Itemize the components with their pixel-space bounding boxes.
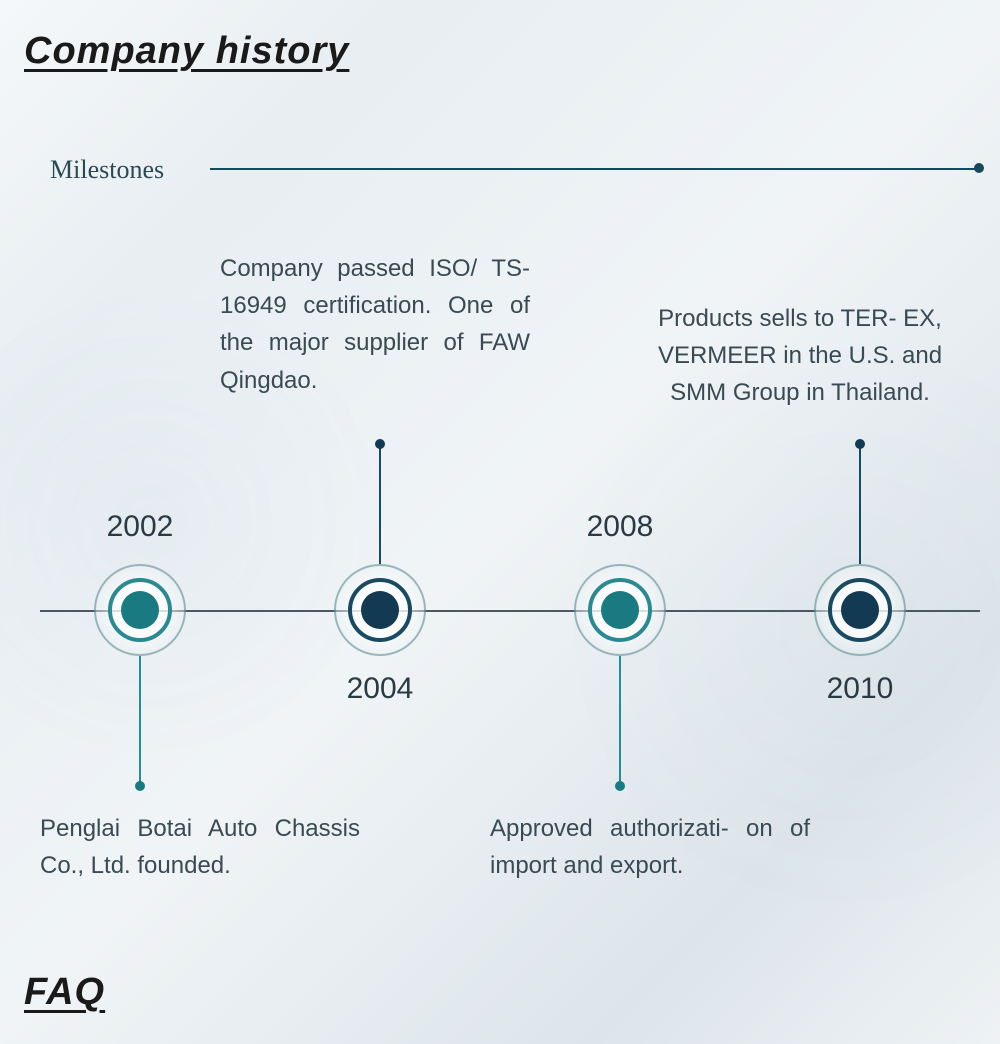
node-ring-outer <box>574 564 666 656</box>
timeline-node-2010 <box>814 564 906 656</box>
timeline-desc-2004: Company passed ISO/ TS-16949 certificati… <box>220 250 530 399</box>
timeline-node-2008 <box>574 564 666 656</box>
timeline-node-2004 <box>334 564 426 656</box>
milestones-line <box>210 168 980 170</box>
timeline-year-2002: 2002 <box>107 510 174 544</box>
timeline-year-2010: 2010 <box>827 672 894 706</box>
node-core <box>361 591 399 629</box>
timeline-stem-dot-2002 <box>135 781 145 791</box>
timeline-stem-2002 <box>139 656 141 786</box>
node-ring-mid <box>108 578 172 642</box>
timeline-stem-2008 <box>619 656 621 786</box>
node-core <box>121 591 159 629</box>
timeline: 2002 Penglai Botai Auto Chassis Co., Ltd.… <box>0 240 1000 940</box>
node-ring-outer <box>334 564 426 656</box>
heading-faq: FAQ <box>24 971 105 1014</box>
node-ring-mid <box>828 578 892 642</box>
timeline-stem-dot-2010 <box>855 439 865 449</box>
timeline-stem-2010 <box>859 444 861 564</box>
heading-company-history: Company history <box>24 30 349 73</box>
node-core <box>601 591 639 629</box>
timeline-stem-dot-2004 <box>375 439 385 449</box>
timeline-desc-2002: Penglai Botai Auto Chassis Co., Ltd. fou… <box>40 810 360 884</box>
timeline-year-2008: 2008 <box>587 510 654 544</box>
timeline-stem-dot-2008 <box>615 781 625 791</box>
timeline-year-2004: 2004 <box>347 672 414 706</box>
node-ring-mid <box>348 578 412 642</box>
milestones-label: Milestones <box>50 155 164 185</box>
timeline-desc-2010: Products sells to TER- EX, VERMEER in th… <box>640 300 960 412</box>
timeline-node-2002 <box>94 564 186 656</box>
node-ring-outer <box>94 564 186 656</box>
node-ring-outer <box>814 564 906 656</box>
timeline-desc-2008: Approved authorizati- on of import and e… <box>490 810 810 884</box>
node-ring-mid <box>588 578 652 642</box>
node-core <box>841 591 879 629</box>
milestones-line-dot <box>974 163 984 173</box>
timeline-stem-2004 <box>379 444 381 564</box>
